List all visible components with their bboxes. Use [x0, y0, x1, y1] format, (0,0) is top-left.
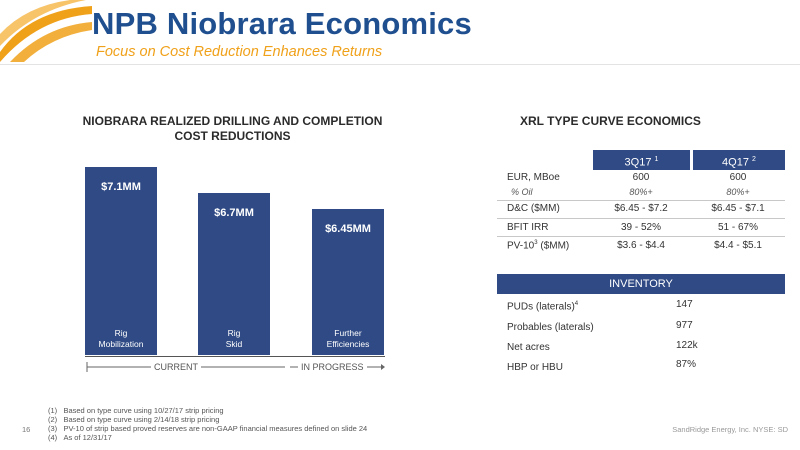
bar-2 [198, 192, 270, 355]
xrl-row-label: % Oil [511, 187, 533, 197]
chart-title: NIOBRARA REALIZED DRILLING AND COMPLETIO… [60, 114, 405, 144]
xrl-row-value: $6.45 - $7.1 [711, 203, 765, 214]
header-divider [0, 64, 800, 65]
footnote-1: (1) Based on type curve using 10/27/17 s… [48, 406, 224, 415]
xrl-row-value: 80%+ [726, 187, 750, 197]
inventory-row-label: Net acres [507, 342, 550, 353]
inventory-row-label: Probables (laterals) [507, 322, 594, 333]
xrl-row-value: 600 [729, 172, 747, 183]
table-divider [497, 236, 785, 237]
xrl-table-title: XRL TYPE CURVE ECONOMICS [520, 114, 701, 128]
xrl-row-value: $6.45 - $7.2 [614, 203, 668, 214]
inventory-row-value: 977 [676, 320, 693, 331]
xrl-row-value: 39 - 52% [620, 222, 662, 233]
xrl-row-value: $3.6 - $4.4 [617, 240, 665, 251]
table-divider [497, 200, 785, 201]
xrl-row-label: BFIT IRR [507, 222, 549, 233]
table-divider [497, 218, 785, 219]
swoosh-logo-icon [0, 0, 92, 62]
bar-value-label: $7.1MM [101, 180, 141, 193]
company-footer: SandRidge Energy, Inc. NYSE: SD [672, 425, 788, 434]
inventory-row-label: HBP or HBU [507, 362, 563, 373]
bar-category-label: Rig Mobilization [98, 328, 144, 349]
footnote-2: (2) Based on type curve using 2/14/18 st… [48, 415, 220, 424]
xrl-col-header-3q17: 3Q17 1 [593, 150, 690, 170]
inventory-row-value: 87% [676, 359, 697, 370]
bar-3 [312, 208, 384, 355]
xrl-row-value: $4.4 - $5.1 [714, 240, 762, 251]
inventory-row-value: 147 [676, 299, 693, 310]
bracket-current-label: CURRENT [151, 362, 201, 372]
chart-title-line1: NIOBRARA REALIZED DRILLING AND COMPLETIO… [82, 114, 383, 128]
page-subtitle: Focus on Cost Reduction Enhances Returns [96, 44, 383, 60]
footnote-3: (3) PV-10 of strip based proved reserves… [48, 424, 368, 433]
bracket-in-progress-label: IN PROGRESS [298, 362, 367, 372]
xrl-row-value: 51 - 67% [717, 222, 759, 233]
bar-category-label: Further Efficiencies [326, 328, 370, 349]
xrl-row-label: EUR, MBoe [507, 172, 560, 183]
inventory-header: INVENTORY [497, 274, 785, 294]
xrl-row-value: 600 [632, 172, 650, 183]
page-title: NPB Niobrara Economics [92, 6, 472, 41]
bar-1 [85, 166, 157, 355]
xrl-row-label-pv10: PV-103 ($MM) [507, 240, 570, 252]
chart-axis [85, 356, 385, 357]
bar-value-label: $6.45MM [325, 222, 371, 235]
xrl-row-label: D&C ($MM) [507, 203, 560, 214]
bar-value-label: $6.7MM [214, 206, 254, 219]
bar-category-label: Rig Skid [225, 328, 243, 349]
footnote-4: (4) As of 12/31/17 [48, 433, 112, 442]
xrl-col-header-4q17: 4Q17 2 [693, 150, 785, 170]
page-number: 16 [22, 425, 31, 434]
inventory-row-label: PUDs (laterals)4 [507, 301, 579, 313]
xrl-row-value: 80%+ [629, 187, 653, 197]
inventory-row-value: 122k [676, 340, 698, 351]
chart-title-line2: COST REDUCTIONS [174, 129, 291, 143]
